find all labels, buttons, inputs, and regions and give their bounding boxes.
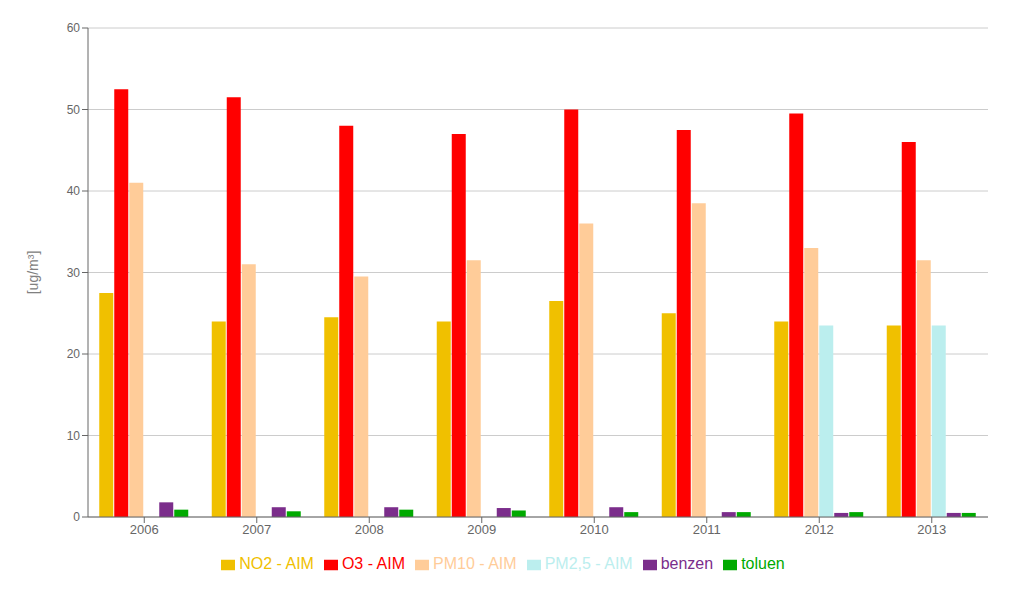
svg-text:60: 60 (67, 21, 81, 35)
svg-text:2006: 2006 (130, 522, 159, 537)
html-text:O3 - AIM: O3 - AIM (341, 555, 405, 572)
svg-text:2012: 2012 (805, 522, 834, 537)
svg-text:[ug/m³]: [ug/m³] (25, 251, 41, 295)
svg-text:2010: 2010 (580, 522, 609, 537)
svg-text:2013: 2013 (917, 522, 946, 537)
svg-text:50: 50 (67, 103, 81, 117)
html-text:benzen: benzen (660, 555, 714, 572)
html-text:NO2 - AIM: NO2 - AIM (239, 555, 314, 572)
svg-text:30: 30 (67, 266, 81, 280)
svg-text:10: 10 (67, 429, 81, 443)
html-text:toluen: toluen (741, 555, 785, 572)
svg-text:0: 0 (73, 510, 80, 524)
svg-text:2008: 2008 (355, 522, 384, 537)
html-text:PM10 - AIM: PM10 - AIM (433, 555, 517, 572)
svg-text:2007: 2007 (242, 522, 271, 537)
html-text:PM2,5 - AIM: PM2,5 - AIM (544, 555, 633, 572)
svg-text:40: 40 (67, 184, 81, 198)
svg-text:20: 20 (67, 347, 81, 361)
svg-text:2009: 2009 (467, 522, 496, 537)
svg-text:2011: 2011 (693, 522, 721, 537)
